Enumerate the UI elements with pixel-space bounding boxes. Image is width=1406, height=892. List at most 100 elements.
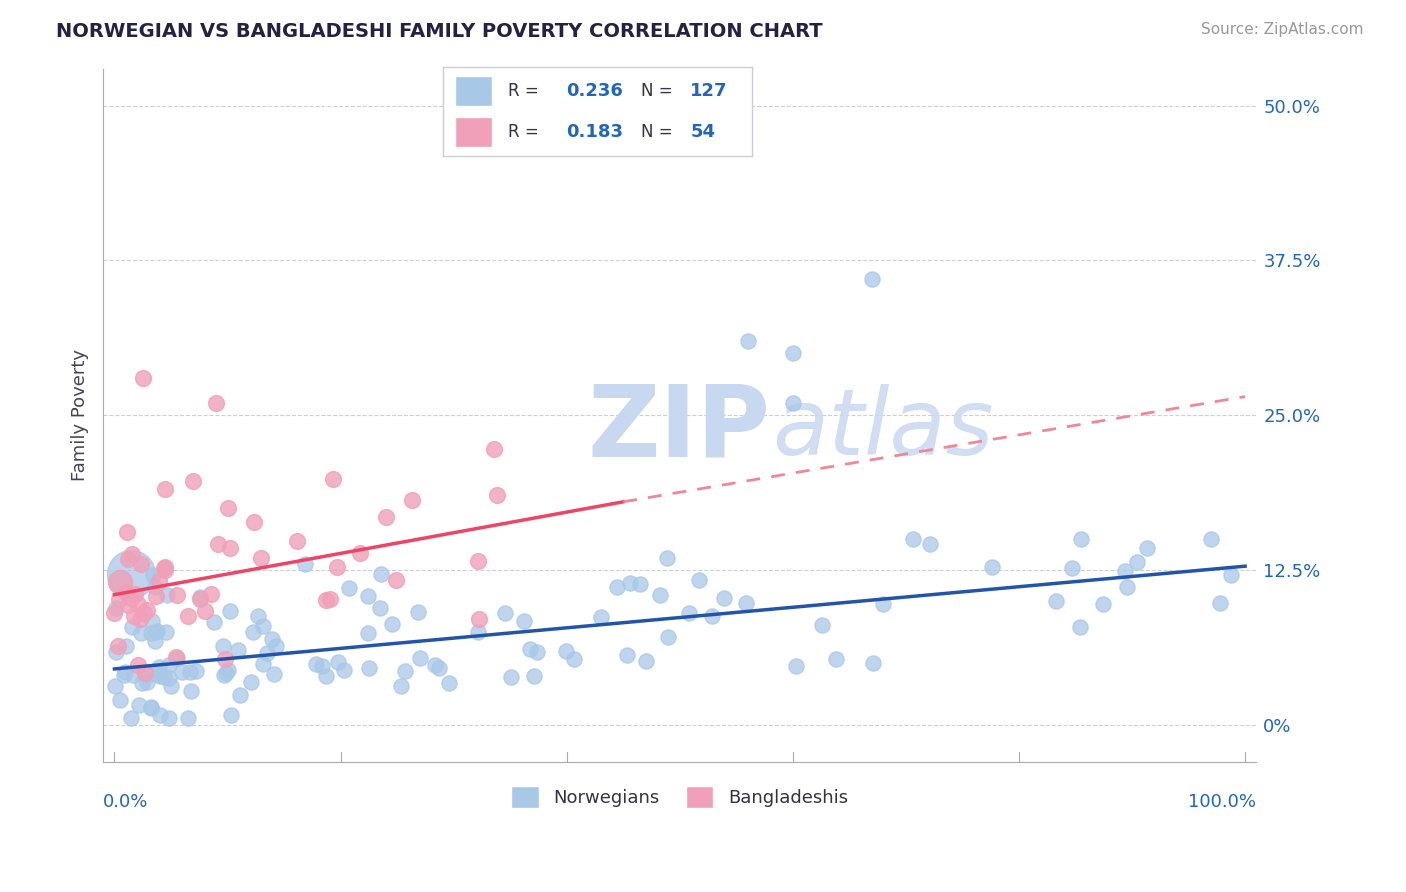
- Point: [170, 665, 193, 679]
- Point: [242, 515, 264, 529]
- Text: 54: 54: [690, 123, 716, 141]
- Point: [108, 575, 131, 590]
- Point: [326, 560, 349, 574]
- Point: [188, 590, 211, 604]
- Point: [145, 589, 167, 603]
- Point: [122, 609, 145, 624]
- Point: [104, 645, 127, 659]
- Point: [228, 643, 250, 657]
- Point: [219, 604, 242, 618]
- Point: [294, 558, 316, 572]
- Point: [229, 689, 252, 703]
- Point: [114, 585, 136, 599]
- Point: [920, 537, 942, 551]
- Text: Source: ZipAtlas.com: Source: ZipAtlas.com: [1201, 22, 1364, 37]
- Text: N =: N =: [641, 123, 672, 141]
- Point: [526, 645, 548, 659]
- Point: [311, 659, 333, 673]
- Point: [619, 576, 641, 591]
- Point: [359, 661, 381, 675]
- Point: [202, 615, 225, 630]
- Point: [136, 668, 159, 682]
- Point: [120, 591, 142, 605]
- Point: [332, 663, 354, 677]
- Point: [177, 608, 200, 623]
- Point: [872, 597, 894, 611]
- Point: [315, 669, 337, 683]
- Point: [110, 692, 132, 706]
- Point: [782, 346, 804, 360]
- Point: [141, 700, 163, 714]
- Point: [782, 396, 804, 410]
- Point: [688, 573, 710, 587]
- Point: [157, 711, 180, 725]
- Point: [315, 593, 337, 607]
- Point: [165, 649, 187, 664]
- Point: [120, 566, 142, 581]
- Point: [131, 676, 153, 690]
- Point: [214, 652, 236, 666]
- Point: [152, 670, 174, 684]
- Point: [385, 574, 408, 588]
- Point: [606, 580, 628, 594]
- Point: [467, 554, 489, 568]
- Point: [143, 633, 166, 648]
- Point: [155, 624, 177, 639]
- Point: [980, 559, 1002, 574]
- Point: [141, 614, 163, 628]
- Point: [121, 620, 143, 634]
- Point: [648, 588, 671, 602]
- Point: [146, 624, 169, 638]
- Point: [205, 396, 228, 410]
- Point: [128, 698, 150, 712]
- Point: [212, 667, 235, 681]
- Point: [678, 606, 700, 620]
- Point: [630, 577, 652, 591]
- Point: [1060, 560, 1083, 574]
- Point: [219, 541, 242, 555]
- Point: [249, 551, 271, 566]
- Point: [287, 533, 309, 548]
- Text: NORWEGIAN VS BANGLADESHI FAMILY POVERTY CORRELATION CHART: NORWEGIAN VS BANGLADESHI FAMILY POVERTY …: [56, 22, 823, 41]
- Point: [112, 668, 135, 682]
- Point: [1136, 541, 1159, 555]
- Point: [134, 666, 156, 681]
- Point: [155, 560, 177, 574]
- Point: [104, 679, 127, 693]
- Point: [860, 272, 883, 286]
- Point: [357, 589, 380, 603]
- Point: [242, 625, 264, 640]
- Point: [467, 625, 489, 640]
- Point: [120, 711, 142, 725]
- Point: [370, 566, 392, 581]
- Point: [131, 557, 153, 571]
- Point: [1116, 580, 1139, 594]
- Point: [212, 639, 235, 653]
- Text: N =: N =: [641, 82, 672, 100]
- Point: [104, 600, 127, 615]
- Point: [142, 567, 165, 582]
- Point: [219, 707, 242, 722]
- Point: [252, 657, 274, 672]
- Text: 0.183: 0.183: [567, 123, 624, 141]
- Point: [484, 442, 506, 457]
- Point: [1069, 620, 1091, 634]
- Point: [131, 371, 153, 385]
- Point: [159, 679, 181, 693]
- Point: [357, 626, 380, 640]
- Point: [108, 591, 131, 606]
- Point: [394, 665, 416, 679]
- Point: [145, 666, 167, 681]
- Point: [240, 674, 263, 689]
- Point: [184, 664, 207, 678]
- Point: [810, 618, 832, 632]
- Text: ZIP: ZIP: [588, 381, 770, 477]
- Point: [156, 589, 179, 603]
- Point: [1220, 568, 1243, 582]
- Point: [824, 651, 846, 665]
- Point: [737, 334, 759, 348]
- Point: [467, 612, 489, 626]
- Point: [427, 661, 450, 675]
- Point: [519, 641, 541, 656]
- Point: [188, 591, 211, 606]
